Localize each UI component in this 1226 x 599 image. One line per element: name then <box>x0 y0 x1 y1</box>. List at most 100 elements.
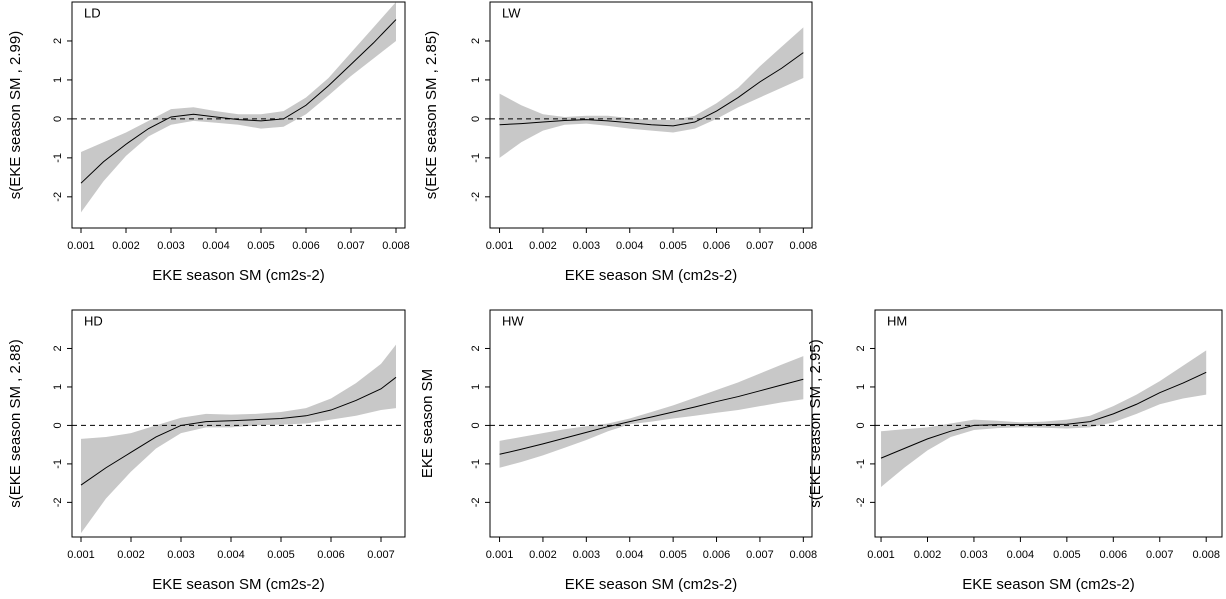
y-tick-label: -2 <box>52 497 64 507</box>
x-tick-label: 0.002 <box>529 549 557 561</box>
x-axis-title: EKE season SM (cm2s-2) <box>565 267 738 284</box>
x-tick-label: 0.008 <box>1192 549 1220 561</box>
y-tick-label: -2 <box>470 497 482 507</box>
y-tick-label: 0 <box>855 422 867 428</box>
plot-area <box>875 350 1222 487</box>
x-tick-label: 0.001 <box>67 240 95 252</box>
fit-line <box>80 376 397 486</box>
plot-frame <box>71 1 406 229</box>
x-tick-label: 0.004 <box>202 240 230 252</box>
x-tick-label: 0.005 <box>267 549 295 561</box>
plot-area <box>490 356 812 468</box>
y-axis-title: s(EKE season SM , 2.85) <box>423 31 440 199</box>
panel: 0.001 0.002 0.003 0.004 0.005 0.006 0.007 0.008… <box>423 1 818 284</box>
x-tick-label: 0.006 <box>1100 549 1128 561</box>
y-tick-label: 2 <box>52 38 64 44</box>
x-tick-label: 0.008 <box>790 549 818 561</box>
x-axis-title: EKE season SM (cm2s-2) <box>962 576 1135 593</box>
x-tick-label: 0.003 <box>167 549 195 561</box>
panel: 0.001 0.002 0.003 0.004 0.005 0.006 0.007 -2 -1 0… <box>7 309 406 593</box>
x-tick-label: 0.002 <box>529 240 557 252</box>
panel-title: HM <box>887 313 907 328</box>
y-tick-label: 1 <box>52 384 64 390</box>
y-tick-label: -1 <box>52 153 64 163</box>
y-tick-label: 0 <box>52 116 64 122</box>
y-axis-title: s(EKE season SM , 2.99) <box>7 31 24 199</box>
y-tick-label: 0 <box>52 422 64 428</box>
panel-title: HW <box>502 313 524 328</box>
y-axis-title: EKE season SM <box>419 369 436 478</box>
y-axis-title: s(EKE season SM , 2.95) <box>807 339 824 507</box>
plot-area <box>72 2 405 213</box>
x-tick-label: 0.004 <box>616 549 644 561</box>
x-tick-label: 0.007 <box>337 240 365 252</box>
plot-frame <box>489 1 813 229</box>
x-tick-label: 0.003 <box>157 240 185 252</box>
y-tick-label: -1 <box>470 459 482 469</box>
panel-title: LD <box>84 5 101 20</box>
panel-title: LW <box>502 5 521 20</box>
x-tick-label: 0.007 <box>746 549 774 561</box>
x-tick-label: 0.002 <box>914 549 942 561</box>
y-tick-label: 2 <box>470 345 482 351</box>
y-tick-label: 2 <box>855 345 867 351</box>
x-tick-label: 0.006 <box>317 549 345 561</box>
y-tick-label: -2 <box>470 192 482 202</box>
y-axis-title: s(EKE season SM , 2.88) <box>7 339 24 507</box>
y-tick-label: 2 <box>470 38 482 44</box>
x-axis-title: EKE season SM (cm2s-2) <box>152 267 325 284</box>
x-tick-label: 0.007 <box>746 240 774 252</box>
x-tick-label: 0.002 <box>112 240 140 252</box>
x-tick-label: 0.008 <box>790 240 818 252</box>
y-tick-label: 1 <box>470 77 482 83</box>
x-tick-label: 0.005 <box>247 240 275 252</box>
panel: 0.001 0.002 0.003 0.004 0.005 0.006 0.007 0.008… <box>807 309 1223 593</box>
y-tick-label: -1 <box>470 153 482 163</box>
fit-line <box>880 371 1207 459</box>
x-tick-label: 0.003 <box>573 549 601 561</box>
fit-line <box>499 378 804 455</box>
confidence-band <box>499 356 804 468</box>
x-tick-label: 0.006 <box>292 240 320 252</box>
x-tick-label: 0.008 <box>382 240 410 252</box>
x-axis-title: EKE season SM (cm2s-2) <box>152 576 325 593</box>
x-tick-label: 0.001 <box>67 549 95 561</box>
x-tick-label: 0.004 <box>616 240 644 252</box>
x-tick-label: 0.001 <box>486 549 514 561</box>
plot-frame <box>489 309 813 538</box>
plot-frame <box>71 309 406 538</box>
y-tick-label: 1 <box>52 77 64 83</box>
x-tick-label: 0.007 <box>367 549 395 561</box>
fit-line <box>80 19 397 184</box>
x-tick-label: 0.005 <box>659 549 687 561</box>
plot-frame <box>874 309 1223 538</box>
confidence-band <box>81 2 396 213</box>
y-tick-label: 2 <box>52 345 64 351</box>
y-tick-label: 1 <box>470 384 482 390</box>
plot-area <box>72 344 405 534</box>
x-tick-label: 0.006 <box>703 549 731 561</box>
y-tick-label: -2 <box>52 192 64 202</box>
fit-line <box>499 52 804 127</box>
x-tick-label: 0.003 <box>573 240 601 252</box>
y-tick-label: -1 <box>855 459 867 469</box>
y-tick-label: 0 <box>470 422 482 428</box>
x-tick-label: 0.001 <box>486 240 514 252</box>
x-tick-label: 0.002 <box>117 549 145 561</box>
panel-title: HD <box>84 313 103 328</box>
confidence-band <box>81 344 396 534</box>
x-tick-label: 0.004 <box>217 549 245 561</box>
y-tick-label: -2 <box>855 497 867 507</box>
panel: 0.001 0.002 0.003 0.004 0.005 0.006 0.007 0.008… <box>419 309 818 593</box>
x-tick-label: 0.005 <box>1053 549 1081 561</box>
y-tick-label: -1 <box>52 459 64 469</box>
y-tick-label: 1 <box>855 384 867 390</box>
x-tick-label: 0.005 <box>659 240 687 252</box>
x-tick-label: 0.004 <box>1007 549 1035 561</box>
x-tick-label: 0.003 <box>960 549 988 561</box>
plot-area <box>490 27 812 158</box>
x-tick-label: 0.007 <box>1146 549 1174 561</box>
x-tick-label: 0.001 <box>867 549 895 561</box>
y-tick-label: 0 <box>470 116 482 122</box>
